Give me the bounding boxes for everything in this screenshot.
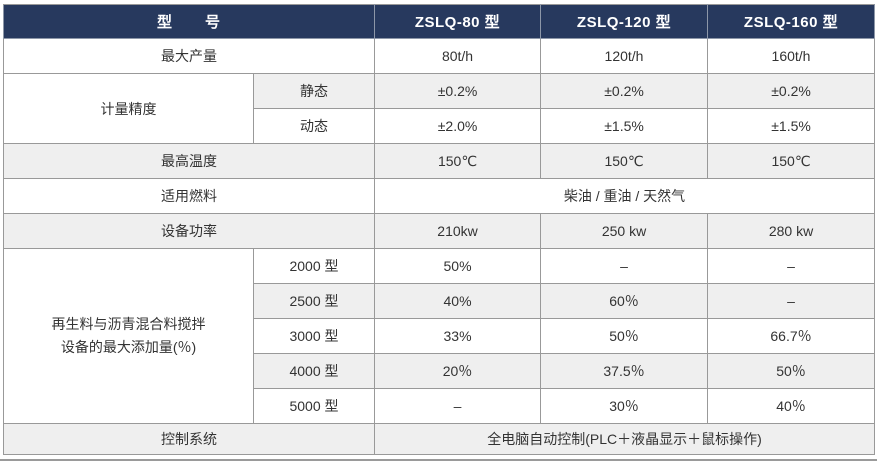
recycle-3000-value-80: 33% <box>374 318 542 354</box>
power-value-80: 210kw <box>374 213 542 249</box>
metering-dynamic-value-80: ±2.0% <box>374 108 542 144</box>
recycle-4000-value-160: 50％ <box>707 353 876 389</box>
row-metering-dynamic: 动态 ±2.0% ±1.5% ±1.5% <box>4 108 876 144</box>
row-max-output: 最大产量 80t/h 120t/h 160t/h <box>2 38 876 74</box>
recycle-3000-label: 3000 型 <box>252 318 376 354</box>
max-temp-value-120: 150℃ <box>540 143 709 179</box>
power-value-120: 250 kw <box>540 213 709 249</box>
row-recycle-2000: 再生料与沥青混合料搅拌 设备的最大添加量(％) 2000 型 50% – – <box>3 248 876 424</box>
metering-label: 计量精度 <box>3 73 254 144</box>
recycle-5000-value-120: 30％ <box>540 388 709 424</box>
max-output-value-80: 80t/h <box>374 38 542 74</box>
max-output-label: 最大产量 <box>2 38 376 74</box>
recycle-5000-label: 5000 型 <box>252 388 376 424</box>
recycle-2000-value-160: – <box>707 248 876 284</box>
spec-table: 型 号 ZSLQ-80 型 ZSLQ-120 型 ZSLQ-160 型 最大产量… <box>2 4 876 455</box>
header-model-label: 型 号 <box>2 4 376 39</box>
metering-dynamic-label: 动态 <box>252 108 376 144</box>
bottom-divider <box>0 459 877 461</box>
header-row: 型 号 ZSLQ-80 型 ZSLQ-120 型 ZSLQ-160 型 <box>2 4 876 39</box>
recycle-4000-label: 4000 型 <box>252 353 376 389</box>
metering-dynamic-value-160: ±1.5% <box>707 108 876 144</box>
control-value: 全电脑自动控制(PLC＋液晶显示＋鼠标操作) <box>374 423 876 455</box>
recycle-2500-value-160: – <box>707 283 876 319</box>
recycle-2500-label: 2500 型 <box>252 283 376 319</box>
recycle-3000-value-160: 66.7％ <box>707 318 876 354</box>
row-metering-static: 计量精度 静态 ±0.2% ±0.2% ±0.2% <box>3 73 876 144</box>
recycle-2000-label: 2000 型 <box>252 248 376 284</box>
row-power: 设备功率 210kw 250 kw 280 kw <box>2 213 876 249</box>
metering-static-value-160: ±0.2% <box>707 73 876 109</box>
power-value-160: 280 kw <box>707 213 876 249</box>
max-temp-value-80: 150℃ <box>374 143 542 179</box>
header-col-zslq80: ZSLQ-80 型 <box>374 4 542 39</box>
spec-sheet: 型 号 ZSLQ-80 型 ZSLQ-120 型 ZSLQ-160 型 最大产量… <box>0 4 877 464</box>
row-max-temp: 最高温度 150℃ 150℃ 150℃ <box>2 143 876 179</box>
power-label: 设备功率 <box>2 213 376 249</box>
fuel-value: 柴油 / 重油 / 天然气 <box>374 178 876 214</box>
recycle-4000-value-80: 20％ <box>374 353 542 389</box>
max-temp-label: 最高温度 <box>2 143 376 179</box>
recycle-2000-value-80: 50% <box>374 248 542 284</box>
metering-static-label: 静态 <box>252 73 376 109</box>
metering-static-value-80: ±0.2% <box>374 73 542 109</box>
row-recycle-5000: 5000 型 – 30％ 40％ <box>4 388 876 424</box>
control-label: 控制系统 <box>2 423 376 455</box>
metering-dynamic-value-120: ±1.5% <box>540 108 709 144</box>
fuel-label: 适用燃料 <box>2 178 376 214</box>
header-col-zslq120: ZSLQ-120 型 <box>540 4 709 39</box>
recycle-4000-value-120: 37.5％ <box>540 353 709 389</box>
recycle-2500-value-120: 60％ <box>540 283 709 319</box>
recycle-3000-value-120: 50％ <box>540 318 709 354</box>
recycle-label: 再生料与沥青混合料搅拌 设备的最大添加量(％) <box>3 248 254 424</box>
recycle-2000-value-120: – <box>540 248 709 284</box>
header-col-zslq160: ZSLQ-160 型 <box>707 4 876 39</box>
recycle-5000-value-160: 40％ <box>707 388 876 424</box>
row-recycle-2500: 2500 型 40% 60％ – <box>4 283 876 319</box>
max-temp-value-160: 150℃ <box>707 143 876 179</box>
row-fuel: 适用燃料 柴油 / 重油 / 天然气 <box>2 178 876 214</box>
max-output-value-120: 120t/h <box>540 38 709 74</box>
row-control: 控制系统 全电脑自动控制(PLC＋液晶显示＋鼠标操作) <box>2 423 876 455</box>
recycle-2500-value-80: 40% <box>374 283 542 319</box>
recycle-label-line1: 再生料与沥青混合料搅拌 <box>51 316 206 332</box>
max-output-value-160: 160t/h <box>707 38 876 74</box>
recycle-5000-value-80: – <box>374 388 542 424</box>
metering-static-value-120: ±0.2% <box>540 73 709 109</box>
recycle-label-line2: 设备的最大添加量(％) <box>60 339 197 355</box>
